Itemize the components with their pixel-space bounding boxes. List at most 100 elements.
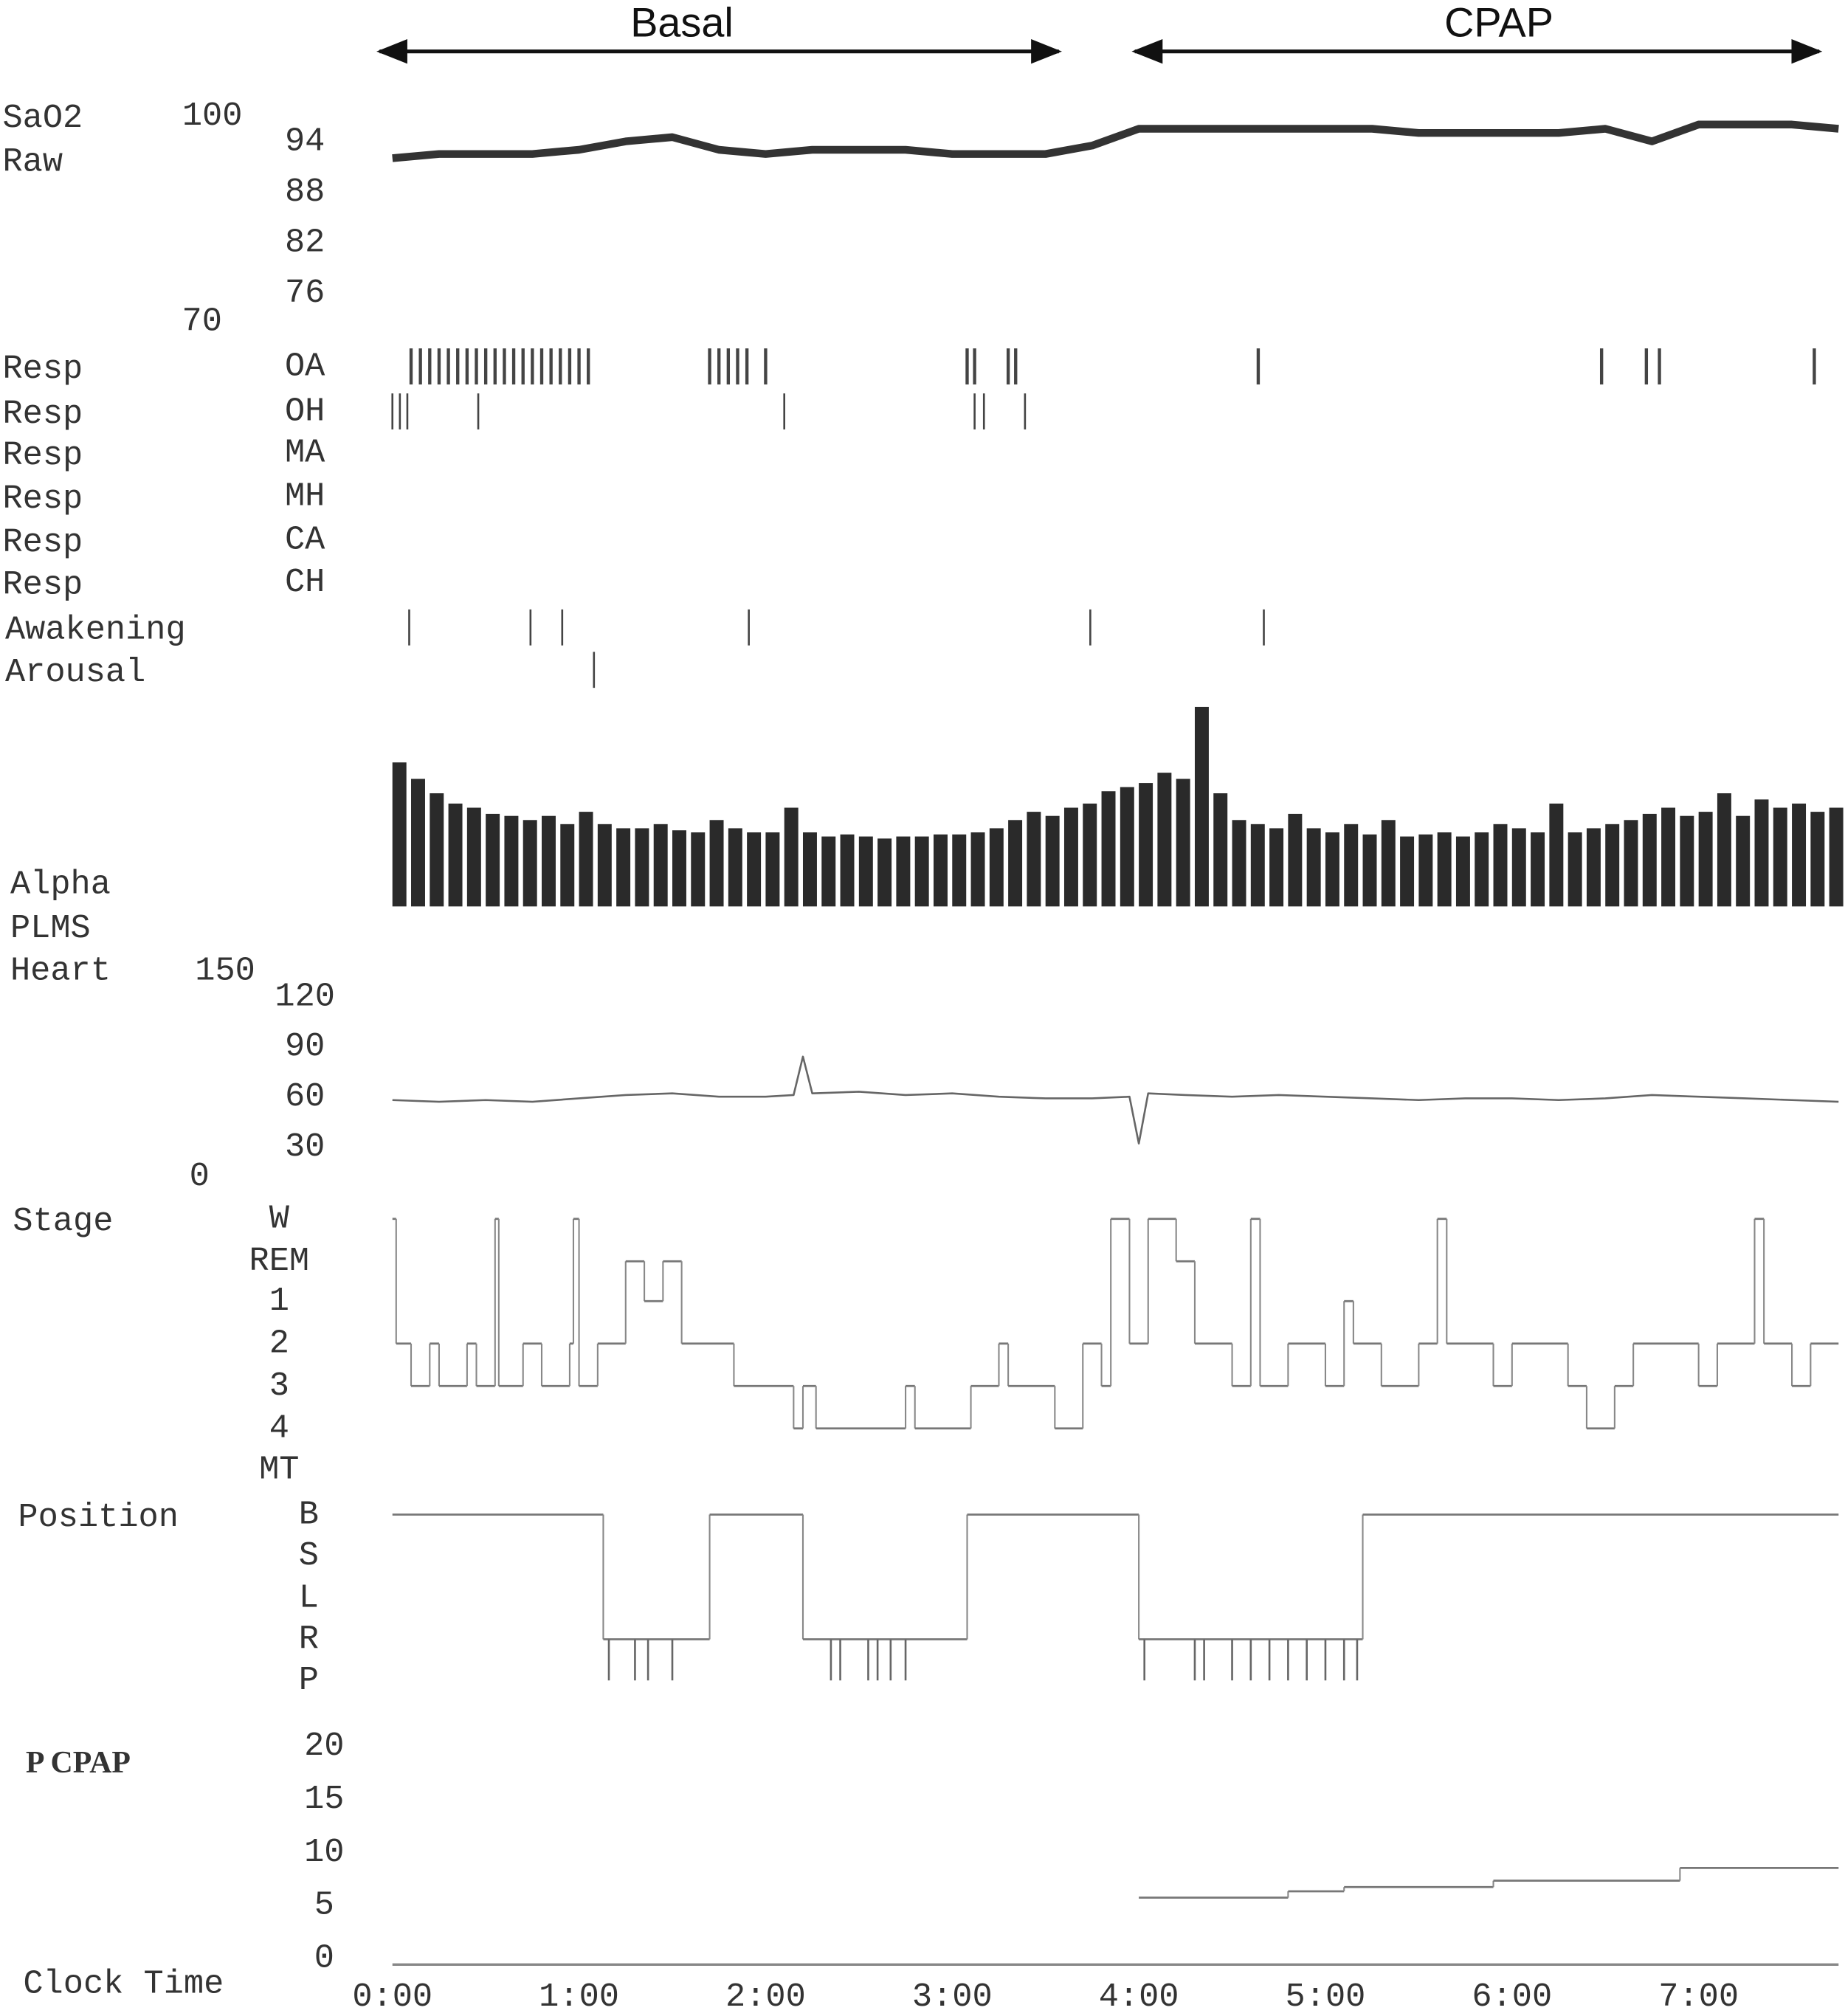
row-label: Awakening: [5, 611, 186, 649]
alpha-bar: [1736, 815, 1751, 907]
alpha-bar: [1213, 793, 1228, 907]
alpha-bar: [1381, 820, 1396, 907]
x-tick-label: 6:00: [1472, 1978, 1552, 2016]
alpha-bar: [1063, 807, 1078, 907]
alpha-bar: [1101, 791, 1116, 907]
row-code: CA: [285, 521, 325, 559]
alpha-bar: [392, 762, 407, 907]
alpha-bar: [1176, 779, 1190, 907]
y-tick-label: 20: [304, 1727, 344, 1765]
alpha-bar: [616, 828, 631, 907]
panel-label: SaO2: [2, 99, 83, 137]
basal-label: Basal: [630, 0, 734, 46]
y-tick-label: 82: [285, 223, 325, 261]
x-tick-label: 7:00: [1658, 1978, 1739, 2016]
alpha-bar: [914, 836, 929, 907]
alpha-bar: [1792, 803, 1807, 907]
alpha-bar: [1680, 815, 1694, 907]
x-tick-label: 2:00: [725, 1978, 806, 2016]
alpha-bar: [1400, 836, 1415, 907]
y-category-label: MT: [259, 1450, 299, 1488]
alpha-bar: [486, 813, 500, 907]
alpha-bar: [784, 807, 799, 907]
panel-label: Alpha: [10, 866, 111, 904]
alpha-bar: [1306, 828, 1321, 907]
alpha-bar: [1157, 773, 1172, 907]
alpha-bar: [466, 807, 481, 907]
y-tick-label: 90: [285, 1027, 325, 1066]
y-category-label: S: [299, 1536, 319, 1575]
alpha-bar: [933, 834, 948, 907]
x-axis-label: Clock Time: [23, 1964, 224, 2003]
alpha-bar: [411, 779, 425, 907]
alpha-bar: [672, 830, 686, 907]
x-tick-label: 3:00: [912, 1978, 993, 2016]
row-label: Resp: [2, 350, 83, 388]
alpha-bar: [802, 832, 817, 907]
alpha-bar: [1325, 832, 1339, 907]
y-tick-label: 60: [285, 1077, 325, 1116]
y-tick-label: 10: [304, 1833, 344, 1871]
alpha-bar: [858, 836, 873, 907]
row-code: MH: [285, 477, 325, 516]
y-category-label: 3: [269, 1367, 289, 1405]
x-tick-label: 5:00: [1286, 1978, 1366, 2016]
alpha-bar: [430, 793, 444, 907]
alpha-bar: [1194, 706, 1209, 907]
alpha-bar: [747, 832, 762, 907]
y-category-label: 4: [269, 1409, 289, 1448]
y-limit-label: 100: [182, 97, 243, 135]
y-category-label: R: [299, 1620, 319, 1658]
alpha-bar: [1642, 813, 1657, 907]
alpha-bar: [1232, 820, 1246, 907]
alpha-bar: [1418, 834, 1433, 907]
y-category-label: 1: [269, 1282, 289, 1320]
alpha-bar: [1810, 812, 1825, 907]
alpha-bar: [970, 832, 985, 907]
row-label: Resp: [2, 566, 83, 604]
alpha-bar: [1568, 832, 1582, 907]
alpha-bar: [1493, 824, 1508, 907]
alpha-bar: [1455, 836, 1470, 907]
alpha-bar: [1475, 832, 1489, 907]
alpha-bar: [952, 834, 967, 907]
alpha-bar: [1717, 793, 1731, 907]
row-label: Resp: [2, 480, 83, 518]
alpha-bar: [1605, 824, 1620, 907]
row-code: OH: [285, 393, 325, 431]
x-tick-label: 4:00: [1099, 1978, 1179, 2016]
alpha-bar: [840, 834, 855, 907]
alpha-bar: [1083, 803, 1097, 907]
cpap-label: CPAP: [1444, 0, 1553, 46]
alpha-bar: [989, 828, 1004, 907]
y-tick-label: 30: [285, 1128, 325, 1166]
alpha-bar: [1698, 812, 1713, 907]
row-label: Resp: [2, 395, 83, 433]
alpha-bar: [504, 815, 519, 907]
alpha-bar: [1269, 828, 1284, 907]
row-code: OA: [285, 348, 325, 386]
alpha-bar: [1531, 832, 1545, 907]
row-code: CH: [285, 563, 325, 601]
y-tick-label: 0: [314, 1939, 334, 1978]
y-tick-label: 76: [285, 274, 325, 312]
row-code: MA: [285, 433, 325, 472]
alpha-bar: [1045, 815, 1060, 907]
y-tick-label: 120: [275, 977, 335, 1015]
alpha-bar: [448, 803, 463, 907]
alpha-bar: [1549, 803, 1564, 907]
alpha-bar: [1139, 783, 1153, 907]
panel-label: P CPAP: [26, 1746, 131, 1780]
row-label: Arousal: [5, 653, 145, 691]
alpha-bar: [1120, 787, 1134, 907]
row-label: Resp: [2, 436, 83, 474]
alpha-bar: [1250, 824, 1265, 907]
y-category-label: L: [299, 1579, 319, 1618]
alpha-bar: [1829, 807, 1844, 907]
alpha-bar: [691, 832, 706, 907]
panel-label: Position: [18, 1498, 179, 1536]
alpha-bar: [1586, 828, 1601, 907]
